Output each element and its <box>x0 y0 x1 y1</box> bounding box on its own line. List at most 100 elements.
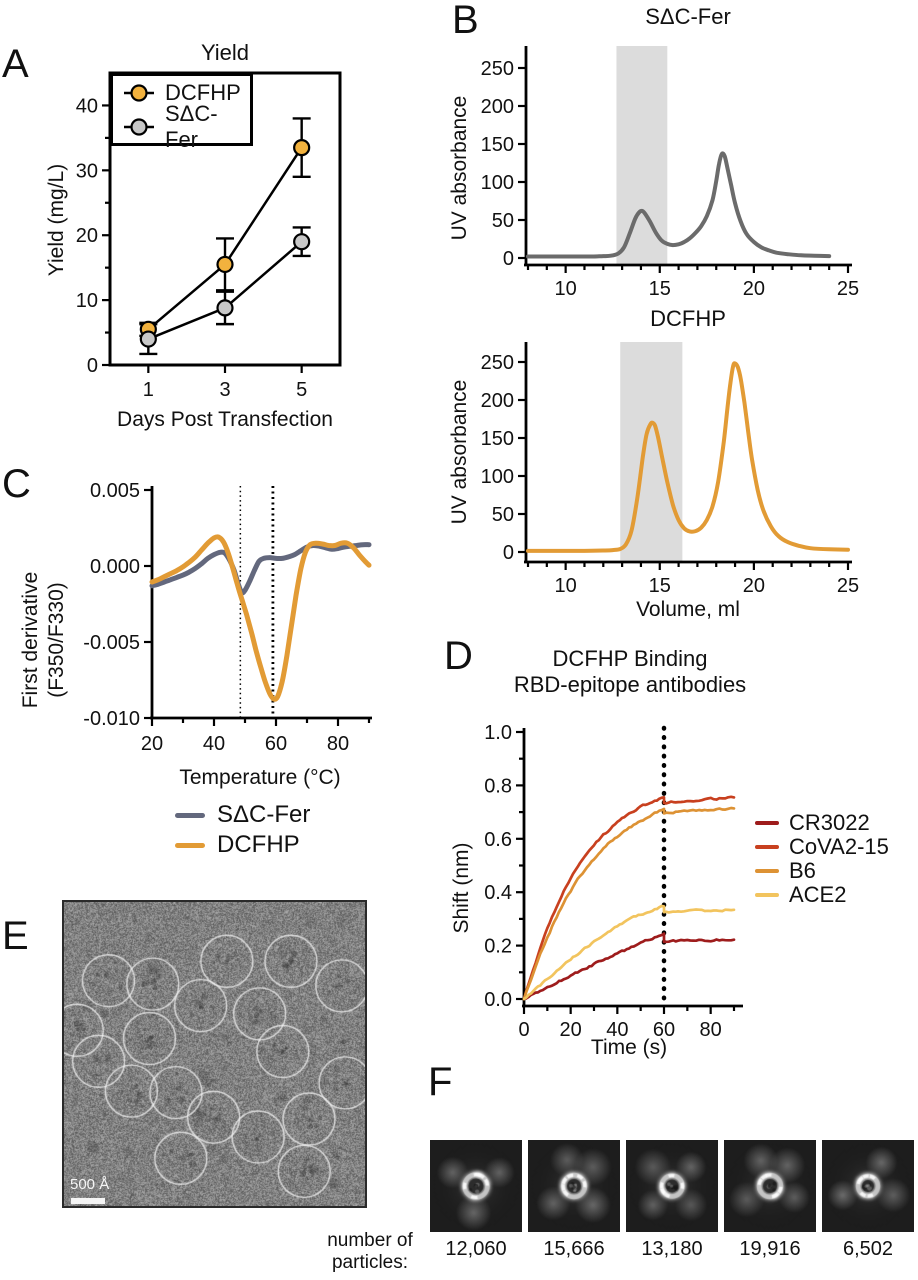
class-average-2 <box>528 1140 620 1232</box>
panel-d-y-axis-label: Shift (nm) <box>450 842 473 934</box>
legend-label: DCFHP <box>217 831 300 858</box>
micrograph-canvas <box>64 902 365 1206</box>
panel-label-f: F <box>428 1060 453 1104</box>
svg-text:0: 0 <box>503 542 514 564</box>
legend-label-sdc-fer: SΔC-Fer <box>165 101 218 152</box>
svg-text:0.8: 0.8 <box>484 775 512 797</box>
panel-a-x-axis-label: Days Post Transfection <box>117 408 333 431</box>
svg-text:0: 0 <box>87 355 98 377</box>
svg-text:5: 5 <box>296 379 307 401</box>
legend-item-dcfhp: DCFHP <box>113 76 250 110</box>
b6-line-swatch <box>755 869 779 873</box>
legend-label: B6 <box>789 858 816 883</box>
legend-label: SΔC-Fer <box>217 801 311 828</box>
svg-text:40: 40 <box>76 95 98 117</box>
particle-count-1: 12,060 <box>445 1238 507 1260</box>
svg-text:0: 0 <box>518 1019 529 1041</box>
svg-text:100: 100 <box>481 172 514 194</box>
svg-text:0.005: 0.005 <box>90 480 140 502</box>
panel-a-chart: 0 10 20 30 40 1 3 5 <box>76 71 342 401</box>
svg-text:15: 15 <box>649 575 671 597</box>
svg-text:-0.010: -0.010 <box>83 708 140 730</box>
panel-d-legend: CR3022 CoVA2-15 B6 ACE2 <box>755 810 889 907</box>
legend-item-dcfhp-c: DCFHP <box>175 830 310 860</box>
svg-text:200: 200 <box>481 96 514 118</box>
dcfhp-marker-icon <box>124 84 154 102</box>
svg-text:60: 60 <box>265 733 287 755</box>
class-average-5 <box>822 1140 914 1232</box>
class-average-1 <box>430 1140 522 1232</box>
svg-text:1.0: 1.0 <box>484 722 512 744</box>
panel-b-top-chart: 0 50 100 150 200 250 10 15 20 25 <box>481 46 859 300</box>
panel-label-a: A <box>2 42 29 86</box>
svg-text:0.000: 0.000 <box>90 556 140 578</box>
panel-a-title: Yield <box>200 40 250 65</box>
svg-text:15: 15 <box>649 278 671 300</box>
panel-label-e: E <box>2 914 29 958</box>
scale-bar <box>71 1198 105 1204</box>
panel-b-bottom-chart: 0 50 100 150 200 250 10 15 20 25 <box>481 342 859 597</box>
class-average-4 <box>724 1140 816 1232</box>
legend-label: CoVA2-15 <box>789 834 889 859</box>
svg-text:10: 10 <box>555 278 577 300</box>
svg-text:250: 250 <box>481 352 514 374</box>
svg-text:0.0: 0.0 <box>484 989 512 1011</box>
legend-item-sdc-fer: SΔC-Fer <box>113 101 250 152</box>
svg-text:20: 20 <box>743 278 765 300</box>
cr3022-line-swatch <box>755 821 779 825</box>
panel-b-top-y-axis-label: UV absorbance <box>448 95 471 241</box>
particle-count-2: 15,666 <box>543 1238 605 1260</box>
svg-text:20: 20 <box>560 1019 582 1041</box>
svg-text:1: 1 <box>143 379 154 401</box>
panel-a-legend: DCFHP SΔC-Fer <box>110 73 253 152</box>
panel-c-x-axis-label: Temperature (°C) <box>179 766 341 789</box>
svg-text:40: 40 <box>606 1019 628 1041</box>
legend-item-sdc-fer-c: SΔC-Fer <box>175 800 310 830</box>
panel-b-x-axis-label: Volume, ml <box>636 598 740 621</box>
legend-label-dcfhp: DCFHP <box>165 80 241 105</box>
svg-text:200: 200 <box>481 390 514 412</box>
svg-text:80: 80 <box>327 733 349 755</box>
cryo-em-micrograph: 500 Å <box>62 900 367 1208</box>
svg-text:3: 3 <box>219 379 230 401</box>
sdc-fer-line-swatch <box>175 812 205 818</box>
svg-text:20: 20 <box>743 575 765 597</box>
svg-text:60: 60 <box>653 1019 675 1041</box>
particle-count-5: 6,502 <box>842 1238 894 1260</box>
legend-label: ACE2 <box>789 882 847 907</box>
panel-label-b: B <box>452 0 479 42</box>
panel-b-bottom-y-axis-label: UV absorbance <box>448 379 471 525</box>
svg-text:100: 100 <box>481 466 514 488</box>
particles-caption: number of particles: <box>327 1230 413 1273</box>
panel-label-d: D <box>444 634 473 678</box>
legend-item-cr3022: CR3022 <box>755 810 889 835</box>
ace2-line-swatch <box>755 893 779 897</box>
legend-item-b6: B6 <box>755 858 889 883</box>
svg-text:25: 25 <box>837 278 859 300</box>
panel-label-c: C <box>2 462 31 506</box>
svg-text:40: 40 <box>203 733 225 755</box>
svg-text:-0.005: -0.005 <box>83 632 140 654</box>
legend-item-ace2: ACE2 <box>755 882 889 907</box>
cova2-15-line-swatch <box>755 845 779 849</box>
svg-text:80: 80 <box>700 1019 722 1041</box>
svg-text:50: 50 <box>492 210 514 232</box>
sdc-fer-marker-icon <box>124 118 154 136</box>
legend-item-cova2-15: CoVA2-15 <box>755 834 889 859</box>
svg-text:250: 250 <box>481 58 514 80</box>
svg-text:50: 50 <box>492 504 514 526</box>
svg-text:0.4: 0.4 <box>484 882 512 904</box>
panel-d-x-axis-label: Time (s) <box>590 1036 668 1059</box>
panel-b-bottom-title: DCFHP <box>650 306 726 331</box>
panel-c-legend: SΔC-Fer DCFHP <box>175 800 310 860</box>
scale-bar-label: 500 Å <box>70 1176 110 1193</box>
panel-b-top-title: SΔC-Fer <box>645 4 731 29</box>
svg-text:20: 20 <box>76 225 98 247</box>
panel-a-y-axis-label: Yield (mg/L) <box>45 163 68 277</box>
dcfhp-line-swatch <box>175 842 205 848</box>
svg-text:10: 10 <box>76 290 98 312</box>
class-average-3 <box>626 1140 718 1232</box>
svg-text:20: 20 <box>141 733 163 755</box>
